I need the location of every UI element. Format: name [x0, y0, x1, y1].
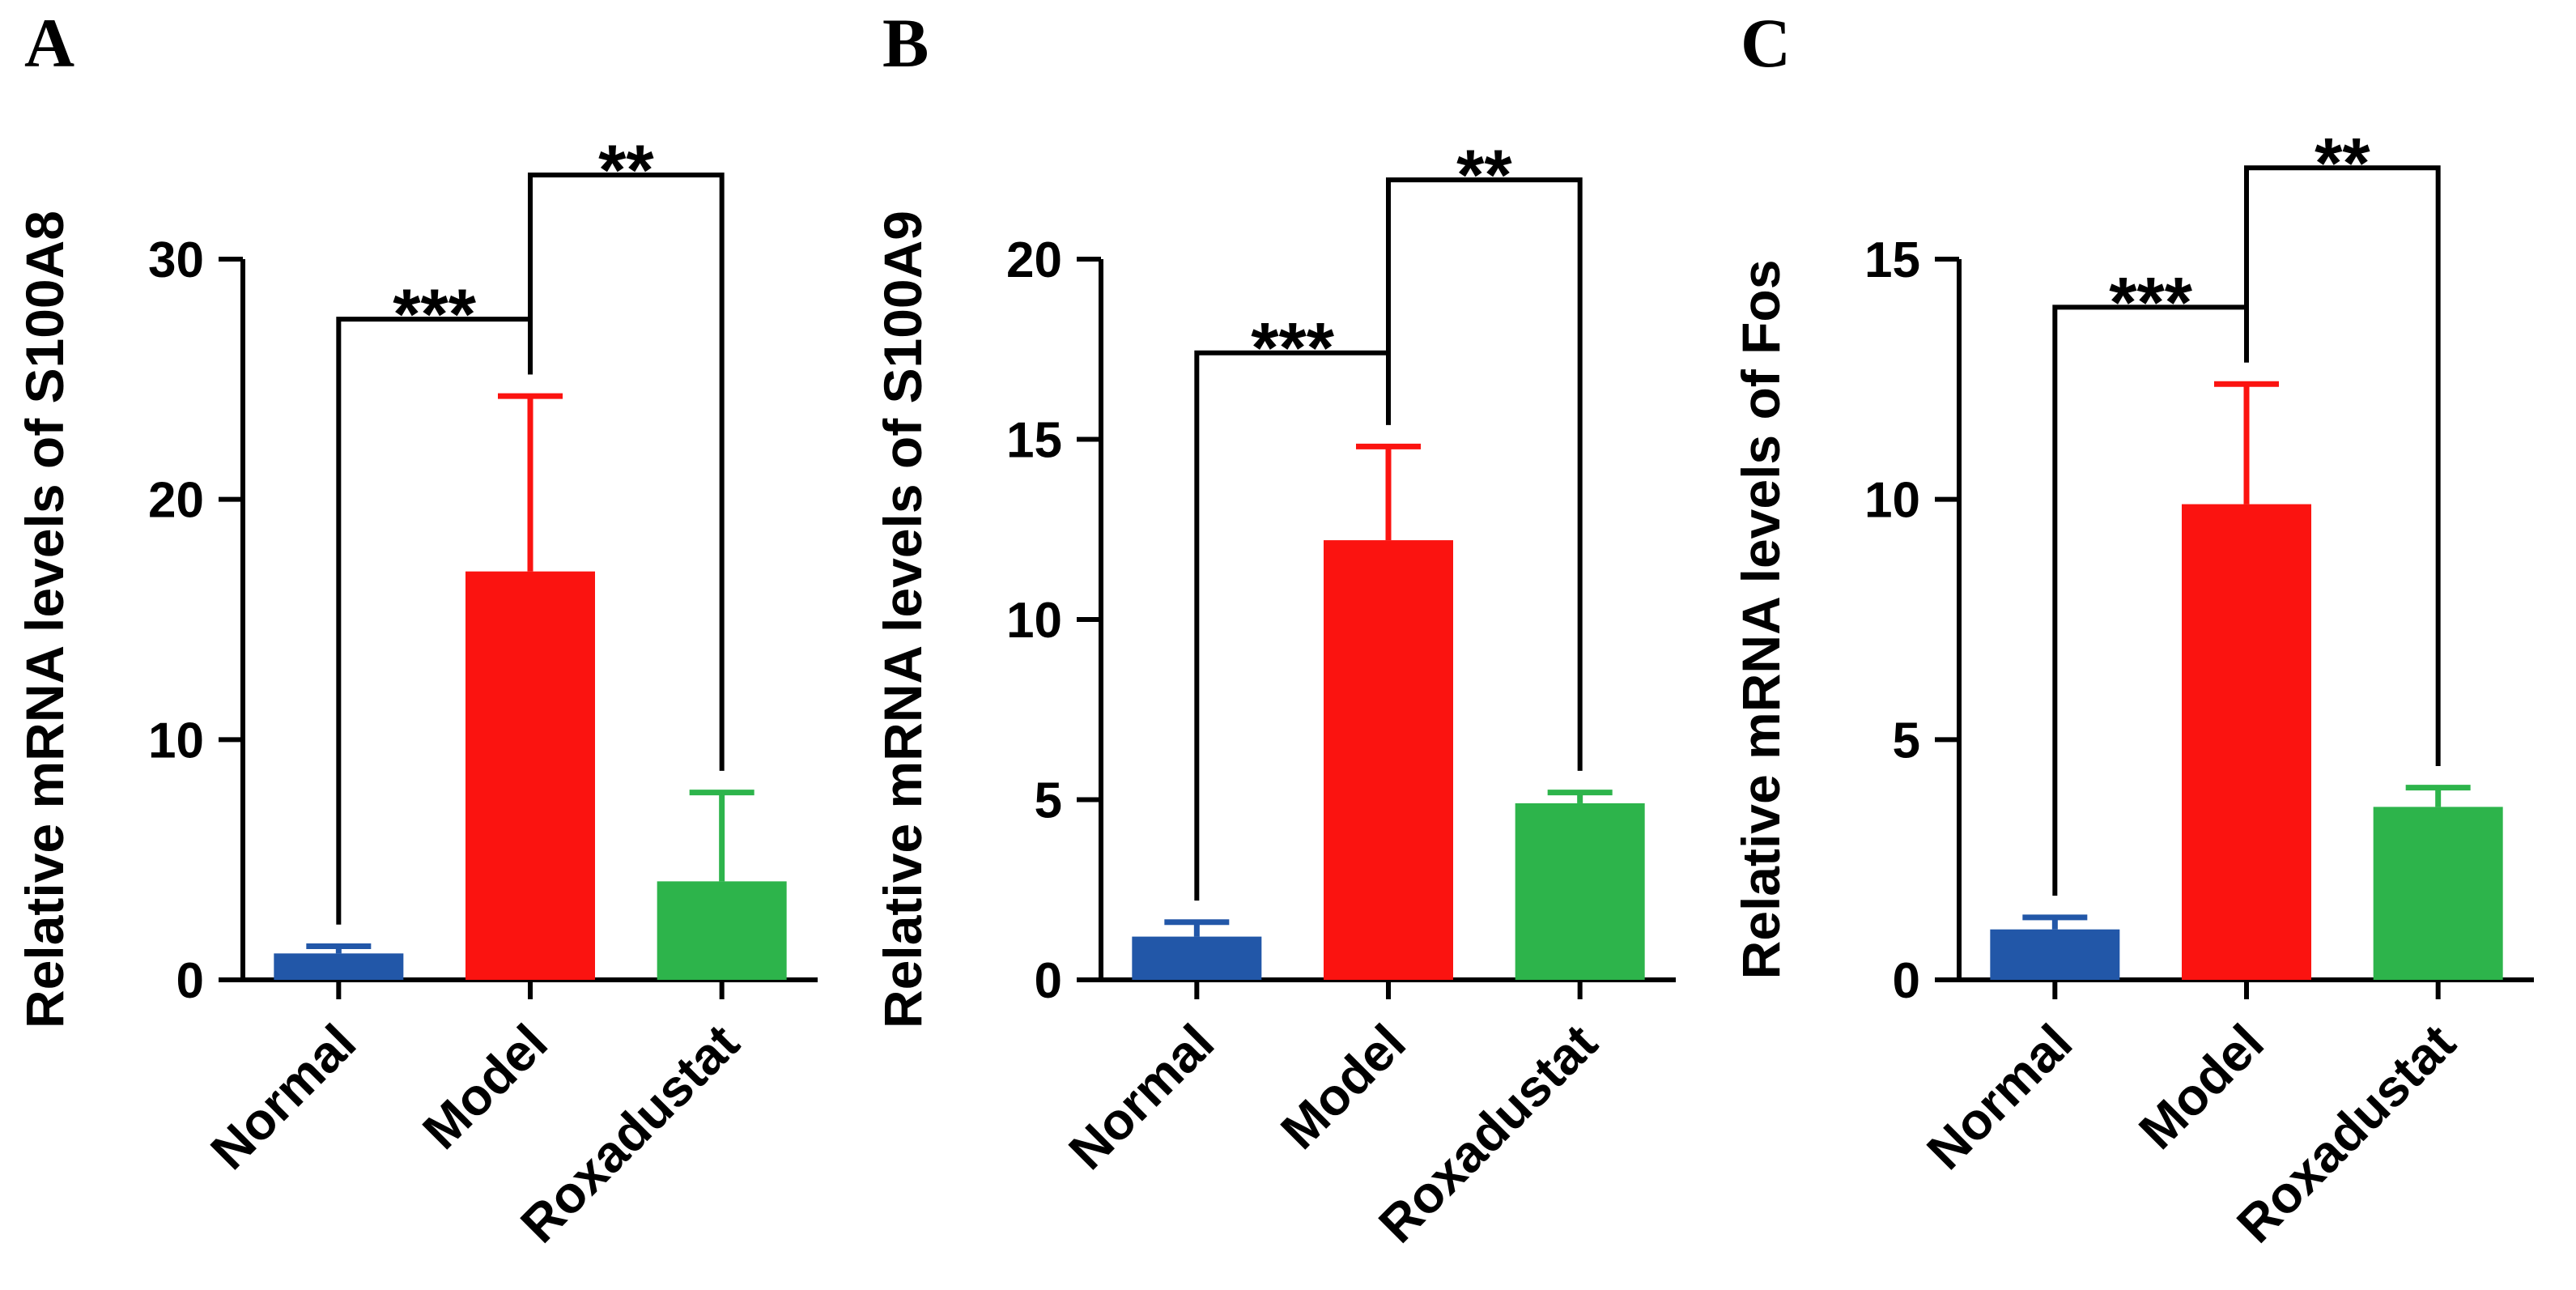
panel-c: C 0 5 10 15 Relative mRNA levels of Fos Norma…	[1716, 0, 2574, 1290]
y-axis-title: Relative mRNA levels of S100A9	[873, 211, 933, 1028]
category-label: Model	[411, 1013, 559, 1160]
y-tick-label: 15	[1864, 232, 1920, 288]
y-tick-label: 0	[1893, 953, 1920, 1009]
panel-b: B 0 5 10 15 20 Relative mRNA levels of S100A9…	[858, 0, 1716, 1290]
chart-s100a8: 0 10 20 30 Relative mRNA levels of S100A8 Nor…	[15, 130, 818, 1254]
category-label: Normal	[199, 1013, 367, 1181]
y-tick-label: 10	[1864, 473, 1920, 529]
y-tick-label: 5	[1035, 773, 1062, 829]
panel-label-b: B	[882, 4, 929, 82]
y-tick-label: 0	[176, 953, 204, 1009]
category-label: Normal	[1057, 1013, 1225, 1181]
significance-label: ***	[1251, 308, 1334, 388]
significance-label: **	[2315, 122, 2370, 202]
category-label: Normal	[1915, 1013, 2083, 1181]
significance-label: **	[1456, 134, 1512, 215]
bar-roxadustat	[2373, 807, 2503, 980]
category-label: Model	[2128, 1013, 2275, 1160]
y-axis-title: Relative mRNA levels of S100A8	[15, 211, 74, 1028]
y-tick-label: 15	[1006, 413, 1062, 469]
bar-normal	[1132, 936, 1262, 980]
bar-model	[465, 571, 595, 980]
significance-label: **	[598, 130, 654, 210]
y-axis-title: Relative mRNA levels of Fos	[1731, 260, 1791, 980]
panel-label-c: C	[1741, 4, 1792, 82]
y-tick-label: 10	[1006, 593, 1062, 649]
y-tick-label: 0	[1035, 953, 1062, 1009]
y-tick-label: 20	[1006, 232, 1062, 288]
chart-fos: 0 5 10 15 Relative mRNA levels of Fos Normal M…	[1731, 122, 2534, 1254]
y-tick-label: 5	[1893, 713, 1920, 768]
y-tick-label: 20	[148, 473, 204, 529]
significance-label: ***	[2109, 262, 2192, 342]
y-tick-label: 10	[148, 713, 204, 768]
chart-s100a9: 0 5 10 15 20 Relative mRNA levels of S100A9 No…	[873, 134, 1676, 1254]
significance-bracket	[1386, 177, 1583, 771]
panel-label-a: A	[24, 4, 75, 82]
significance-bracket	[528, 172, 725, 771]
bar-normal	[1990, 929, 2120, 980]
category-label: Model	[1269, 1013, 1417, 1160]
panel-a: A 0 10 20 30 Relative mRNA levels of S100A8 N…	[0, 0, 858, 1290]
bar-model	[2182, 504, 2311, 980]
bar-normal	[274, 953, 404, 980]
significance-label: ***	[393, 274, 476, 354]
bar-roxadustat	[657, 881, 787, 980]
bar-model	[1324, 540, 1453, 980]
significance-bracket	[2244, 165, 2441, 766]
bar-roxadustat	[1515, 803, 1645, 980]
y-tick-label: 30	[148, 232, 204, 288]
